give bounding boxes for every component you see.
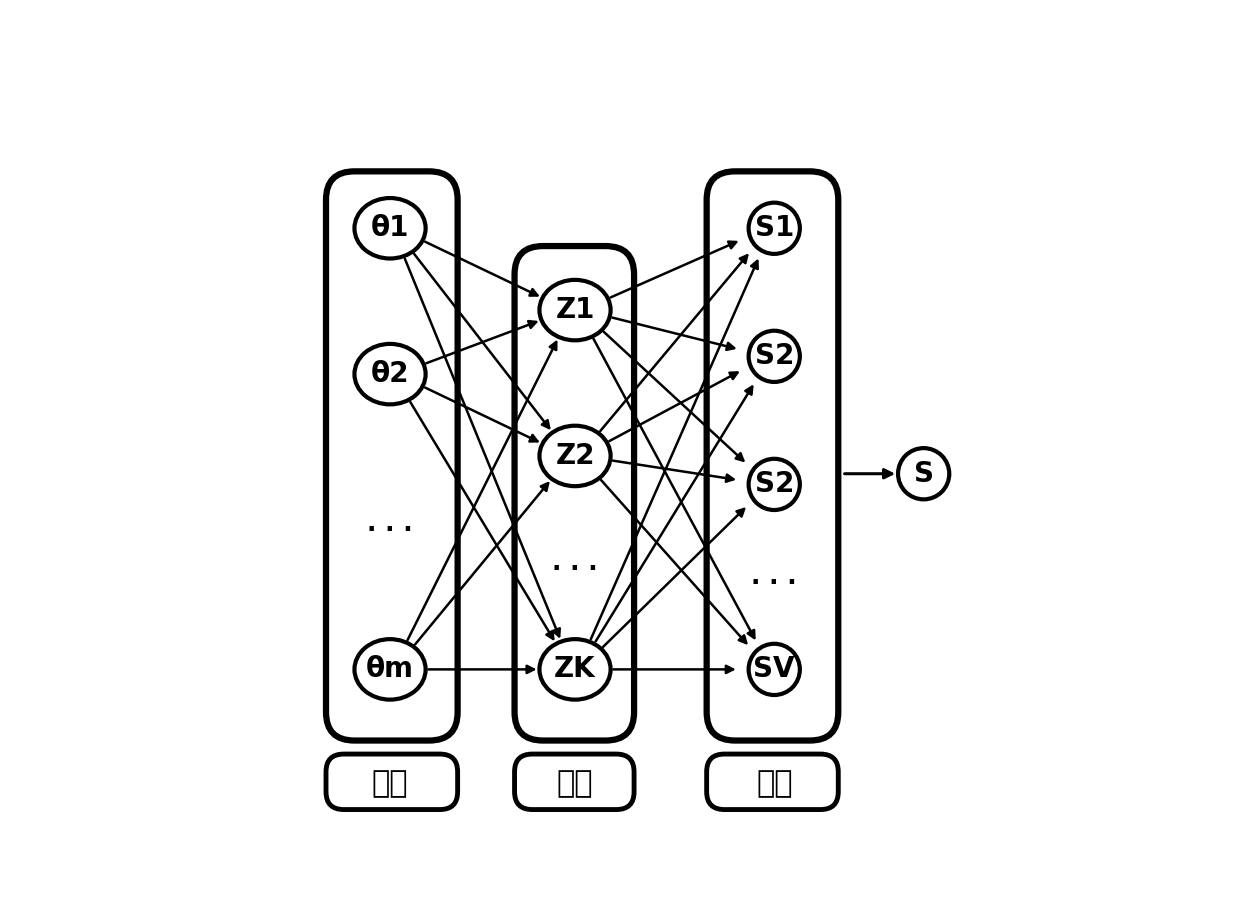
Text: ZK: ZK: [554, 655, 596, 684]
Text: 症状: 症状: [756, 769, 792, 797]
Text: . . .: . . .: [367, 512, 413, 536]
FancyBboxPatch shape: [707, 171, 838, 740]
Ellipse shape: [355, 198, 425, 259]
Ellipse shape: [539, 639, 610, 699]
Text: S1: S1: [755, 214, 794, 242]
FancyBboxPatch shape: [707, 754, 838, 809]
Ellipse shape: [749, 202, 800, 254]
Text: Z2: Z2: [556, 442, 595, 470]
Text: 证候: 证候: [557, 769, 593, 797]
Ellipse shape: [749, 644, 800, 695]
Ellipse shape: [539, 426, 610, 486]
Ellipse shape: [539, 280, 610, 340]
Text: SV: SV: [754, 655, 795, 684]
Text: S: S: [914, 460, 934, 488]
Text: Z1: Z1: [556, 296, 595, 324]
Text: S2: S2: [755, 342, 794, 371]
FancyBboxPatch shape: [326, 171, 458, 740]
FancyBboxPatch shape: [515, 754, 634, 809]
Text: θm: θm: [366, 655, 414, 684]
Text: S2: S2: [755, 470, 794, 498]
Text: 医案: 医案: [372, 769, 408, 797]
Ellipse shape: [355, 639, 425, 699]
Text: θ2: θ2: [371, 360, 409, 388]
Text: . . .: . . .: [552, 551, 598, 575]
Ellipse shape: [898, 448, 950, 499]
Ellipse shape: [749, 459, 800, 510]
FancyBboxPatch shape: [515, 246, 634, 740]
FancyBboxPatch shape: [326, 754, 458, 809]
Ellipse shape: [355, 344, 425, 405]
Text: θ1: θ1: [371, 214, 409, 242]
Ellipse shape: [749, 331, 800, 382]
Text: . . .: . . .: [751, 565, 797, 589]
